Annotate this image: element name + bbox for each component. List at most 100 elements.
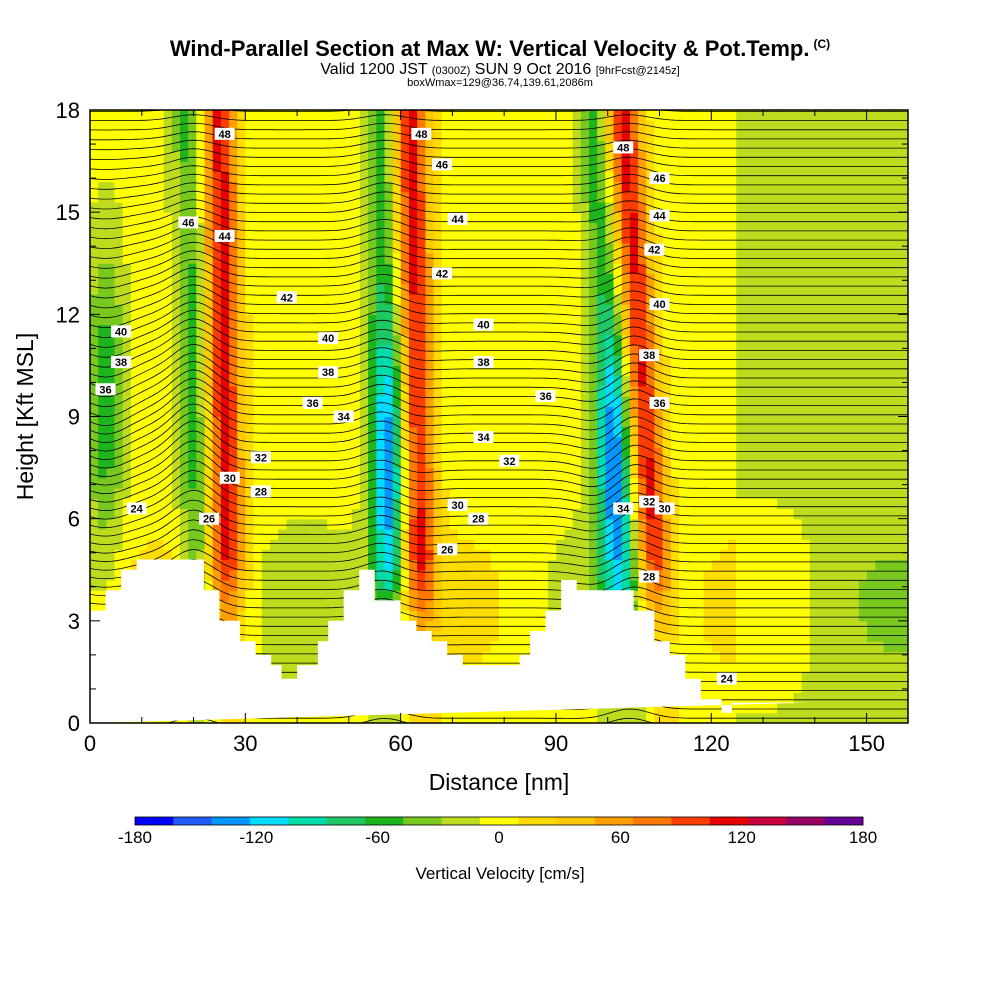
- velocity-cell: [220, 120, 230, 131]
- velocity-cell: [278, 181, 287, 193]
- velocity-cell: [679, 569, 688, 581]
- velocity-cell: [155, 273, 165, 285]
- velocity-cell: [253, 641, 263, 653]
- velocity-cell: [711, 304, 721, 315]
- velocity-cell: [490, 559, 500, 571]
- velocity-cell: [760, 130, 770, 142]
- velocity-cell: [409, 171, 418, 183]
- velocity-cell: [327, 508, 336, 520]
- velocity-cell: [564, 120, 574, 131]
- velocity-cell: [122, 549, 132, 561]
- velocity-cell: [449, 324, 459, 336]
- velocity-cell: [425, 283, 435, 295]
- velocity-cell: [679, 590, 688, 601]
- velocity-cell: [548, 191, 557, 203]
- velocity-cell: [499, 569, 508, 581]
- velocity-cell: [458, 202, 467, 213]
- velocity-cell: [572, 416, 582, 428]
- velocity-cell: [597, 161, 606, 172]
- velocity-cell: [490, 651, 500, 663]
- velocity-cell: [679, 528, 688, 540]
- velocity-cell: [327, 242, 336, 254]
- velocity-cell: [679, 549, 688, 561]
- velocity-cell: [507, 580, 516, 591]
- velocity-cell: [613, 181, 623, 193]
- velocity-cell: [417, 324, 426, 336]
- velocity-cell: [736, 682, 745, 693]
- velocity-cell: [204, 150, 214, 162]
- velocity-cell: [351, 130, 361, 142]
- velocity-cell: [687, 488, 696, 499]
- velocity-cell: [196, 385, 206, 397]
- velocity-cell: [122, 406, 132, 418]
- velocity-cell: [351, 161, 361, 172]
- velocity-cell: [638, 191, 647, 203]
- velocity-cell: [670, 447, 680, 458]
- velocity-cell: [294, 242, 304, 254]
- velocity-cell: [441, 171, 451, 183]
- velocity-cell: [171, 181, 181, 193]
- velocity-cell: [662, 426, 672, 438]
- velocity-cell: [670, 273, 680, 285]
- velocity-cell: [638, 549, 647, 561]
- velocity-cell: [139, 191, 148, 203]
- velocity-cell: [253, 580, 263, 591]
- velocity-cell: [98, 396, 107, 407]
- velocity-cell: [302, 232, 312, 244]
- velocity-cell: [679, 334, 688, 346]
- velocity-cell: [482, 590, 492, 601]
- velocity-cell: [270, 110, 279, 121]
- velocity-cell: [654, 457, 664, 469]
- velocity-cell: [482, 385, 492, 397]
- velocity-cell: [531, 314, 541, 326]
- velocity-cell: [327, 130, 336, 142]
- velocity-cell: [196, 140, 206, 152]
- velocity-cell: [106, 171, 116, 183]
- velocity-cell: [703, 692, 713, 704]
- velocity-cell: [245, 263, 255, 275]
- velocity-cell: [237, 385, 246, 397]
- velocity-cell: [106, 324, 116, 336]
- velocity-cell: [629, 447, 639, 458]
- velocity-cell: [719, 171, 729, 183]
- velocity-cell: [597, 191, 606, 203]
- velocity-cell: [409, 355, 418, 366]
- velocity-cell: [237, 181, 246, 193]
- velocity-cell: [90, 467, 99, 479]
- velocity-cell: [580, 161, 590, 172]
- velocity-cell: [695, 293, 705, 305]
- velocity-cell: [359, 477, 369, 489]
- velocity-cell: [245, 304, 255, 315]
- velocity-cell: [343, 304, 353, 315]
- velocity-cell: [351, 355, 361, 366]
- velocity-cell: [425, 600, 435, 612]
- velocity-cell: [114, 385, 124, 397]
- velocity-cell: [539, 202, 549, 213]
- velocity-cell: [392, 467, 402, 479]
- velocity-cell: [90, 518, 99, 530]
- velocity-cell: [417, 283, 426, 295]
- velocity-cell: [384, 580, 394, 591]
- velocity-cell: [744, 641, 754, 653]
- velocity-cell: [376, 242, 386, 254]
- velocity-cell: [229, 120, 238, 131]
- velocity-cell: [662, 222, 672, 234]
- velocity-cell: [662, 436, 672, 448]
- velocity-cell: [351, 539, 361, 550]
- velocity-cell: [556, 467, 566, 479]
- velocity-cell: [310, 283, 320, 295]
- velocity-cell: [441, 385, 451, 397]
- velocity-cell: [368, 712, 377, 723]
- velocity-cell: [719, 314, 729, 326]
- velocity-cell: [449, 171, 459, 183]
- velocity-cell: [744, 365, 754, 377]
- velocity-cell: [719, 641, 729, 653]
- velocity-cell: [572, 242, 582, 254]
- velocity-cell: [384, 120, 394, 131]
- velocity-cell: [294, 641, 304, 653]
- velocity-cell: [531, 334, 541, 346]
- velocity-cell: [155, 150, 165, 162]
- velocity-cell: [368, 375, 377, 387]
- velocity-cell: [392, 436, 402, 448]
- velocity-cell: [515, 508, 525, 520]
